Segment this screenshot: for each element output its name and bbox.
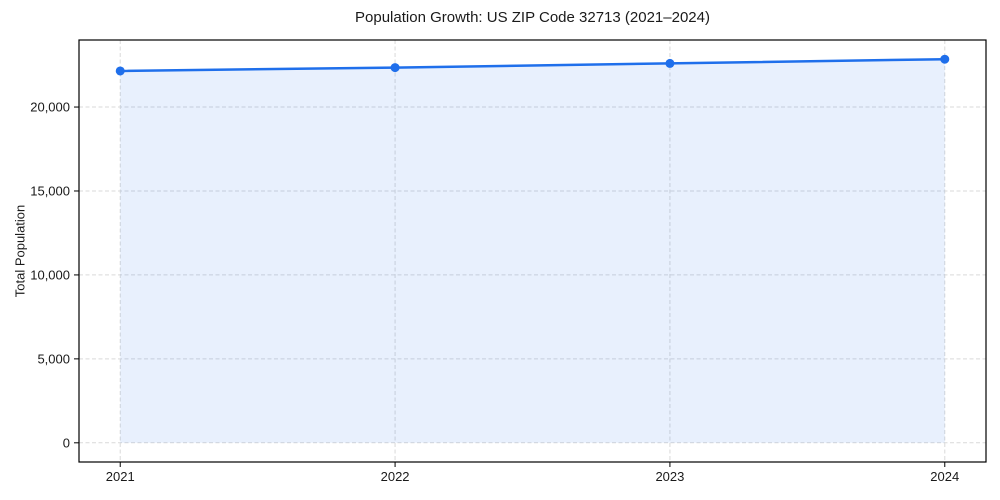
y-tick-label: 15,000 xyxy=(30,183,70,198)
chart-title: Population Growth: US ZIP Code 32713 (20… xyxy=(355,9,710,26)
data-point-marker xyxy=(665,58,675,68)
x-tick-label: 2022 xyxy=(381,469,410,484)
x-tick-label: 2024 xyxy=(930,469,959,484)
y-tick-label: 5,000 xyxy=(37,351,70,366)
data-point-marker xyxy=(115,66,125,76)
y-tick-label: 20,000 xyxy=(30,100,70,115)
population-line xyxy=(118,57,947,73)
y-tick-label: 10,000 xyxy=(30,267,70,282)
y-tick-label: 0 xyxy=(63,435,70,450)
data-point-marker xyxy=(940,54,950,64)
x-tick-label: 2021 xyxy=(106,469,135,484)
data-point-marker xyxy=(390,63,400,73)
axes-box xyxy=(78,39,987,463)
area-fill xyxy=(120,59,945,443)
x-tick-label: 2023 xyxy=(655,469,684,484)
